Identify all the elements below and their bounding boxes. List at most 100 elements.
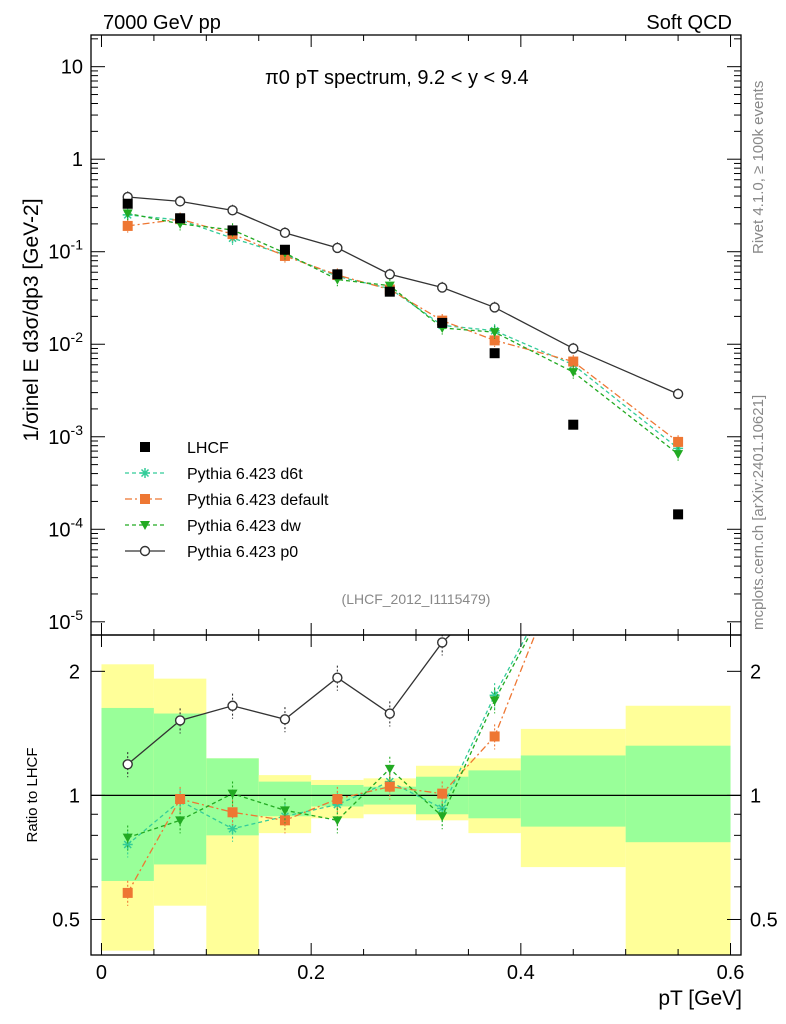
data-marker (122, 887, 133, 898)
series-line (127, 196, 679, 395)
data-marker (437, 788, 448, 799)
y-tick-label-base: 10 (48, 612, 70, 634)
data-marker (332, 242, 343, 254)
data-marker (122, 839, 133, 850)
data-marker (672, 388, 684, 400)
main-title-text: π0 pT spectrum, 9.2 < y < 9.4 (265, 67, 529, 89)
ratio-y-tick-label-right: 1 (750, 785, 761, 807)
green-band (520, 755, 626, 827)
header-right: Soft QCD (646, 12, 732, 34)
y-tick-label-exp: -4 (71, 514, 84, 530)
data-marker (384, 781, 395, 792)
y-tick-label-base: 10 (48, 334, 70, 356)
ratio-panel-layer (91, 635, 741, 955)
y-tick-label: 10-1 (48, 237, 83, 264)
legend: LHCF Pythia 6.423 d6t Pythia 6.423 default… (125, 440, 329, 561)
data-marker (489, 335, 500, 346)
ratio-line (127, 635, 531, 839)
y-tick-label: 10 (61, 57, 83, 79)
y-tick-label-base: 10 (48, 242, 70, 264)
ratio-xlabel: pT [GeV] (658, 987, 742, 1010)
ratio-y-tick-label-right: 0.5 (750, 909, 778, 931)
data-marker (384, 708, 395, 719)
data-marker (122, 220, 133, 231)
data-marker (227, 700, 238, 711)
data-marker (227, 789, 238, 799)
data-marker (140, 442, 150, 452)
data-marker (673, 509, 684, 520)
y-tick-label-base: 10 (48, 427, 70, 449)
y-tick-label: 10-5 (48, 607, 83, 634)
data-marker (384, 269, 395, 280)
data-marker (175, 213, 186, 224)
data-marker (489, 696, 500, 706)
legend-label: Pythia 6.423 p0 (187, 544, 298, 561)
legend-label: Pythia 6.423 d6t (187, 466, 303, 483)
ratio-line (127, 635, 528, 846)
data-marker (227, 823, 238, 834)
ratio-y-tick-label: 2 (69, 661, 80, 683)
data-marker (174, 196, 186, 207)
series-line (127, 218, 679, 443)
data-marker (332, 672, 343, 683)
data-marker (489, 690, 500, 701)
ratio-series (122, 635, 536, 906)
data-marker (489, 302, 500, 313)
data-marker (384, 764, 395, 774)
x-tick-label: 0.6 (717, 962, 745, 984)
ratio-bands (91, 664, 741, 955)
legend-label: Pythia 6.423 default (187, 492, 329, 509)
data-marker (489, 328, 500, 338)
data-marker (568, 356, 579, 367)
data-marker (122, 833, 133, 843)
data-marker (568, 419, 579, 430)
ratio-y-tick-label: 0.5 (52, 909, 80, 931)
green-band (468, 770, 521, 819)
data-marker (227, 225, 238, 236)
ratio-y-tick-label-right: 2 (750, 661, 761, 683)
data-marker (332, 794, 343, 805)
data-marker (139, 545, 151, 557)
data-marker (673, 436, 684, 447)
data-marker (140, 468, 150, 478)
y-tick-label-exp: -3 (71, 422, 84, 438)
x-tick-label: 0 (96, 962, 107, 984)
rivet-label: Rivet 4.1.0, ≥ 100k events (750, 81, 767, 254)
data-marker (227, 205, 238, 216)
series-line (127, 212, 679, 455)
data-marker (332, 816, 343, 826)
data-marker (279, 714, 291, 725)
data-marker (384, 286, 395, 297)
y-tick-label: 10-3 (48, 422, 83, 449)
data-marker (279, 227, 291, 239)
main-series (122, 191, 684, 520)
ratio-ylabel: Ratio to LHCF (24, 747, 41, 842)
data-marker (332, 269, 343, 280)
ratio-y-tick-label: 1 (69, 785, 80, 807)
data-marker (489, 348, 500, 359)
green-band (625, 745, 731, 843)
data-marker (174, 715, 186, 726)
data-marker (437, 812, 448, 822)
data-marker (437, 637, 448, 648)
data-marker (437, 317, 448, 328)
x-tick-label: 0.4 (507, 962, 535, 984)
y-tick-label-exp: -5 (71, 607, 84, 623)
legend-label: Pythia 6.423 dw (187, 518, 301, 535)
analysis-id: (LHCF_2012_I1115479) (342, 591, 491, 607)
ratio-line (127, 635, 452, 765)
green-band (101, 707, 154, 881)
main-marks-layer (122, 191, 684, 520)
main-title: π0 pT spectrum, 9.2 < y < 9.4 (265, 67, 529, 89)
data-marker (384, 281, 395, 291)
y-tick-label-exp: -2 (71, 329, 84, 345)
data-marker (489, 731, 500, 742)
x-tick-label: 0.2 (297, 962, 325, 984)
data-marker (140, 494, 150, 504)
y-tick-label-exp: -1 (71, 237, 84, 253)
data-marker (437, 282, 448, 293)
data-marker (673, 450, 684, 460)
data-marker (279, 806, 290, 816)
